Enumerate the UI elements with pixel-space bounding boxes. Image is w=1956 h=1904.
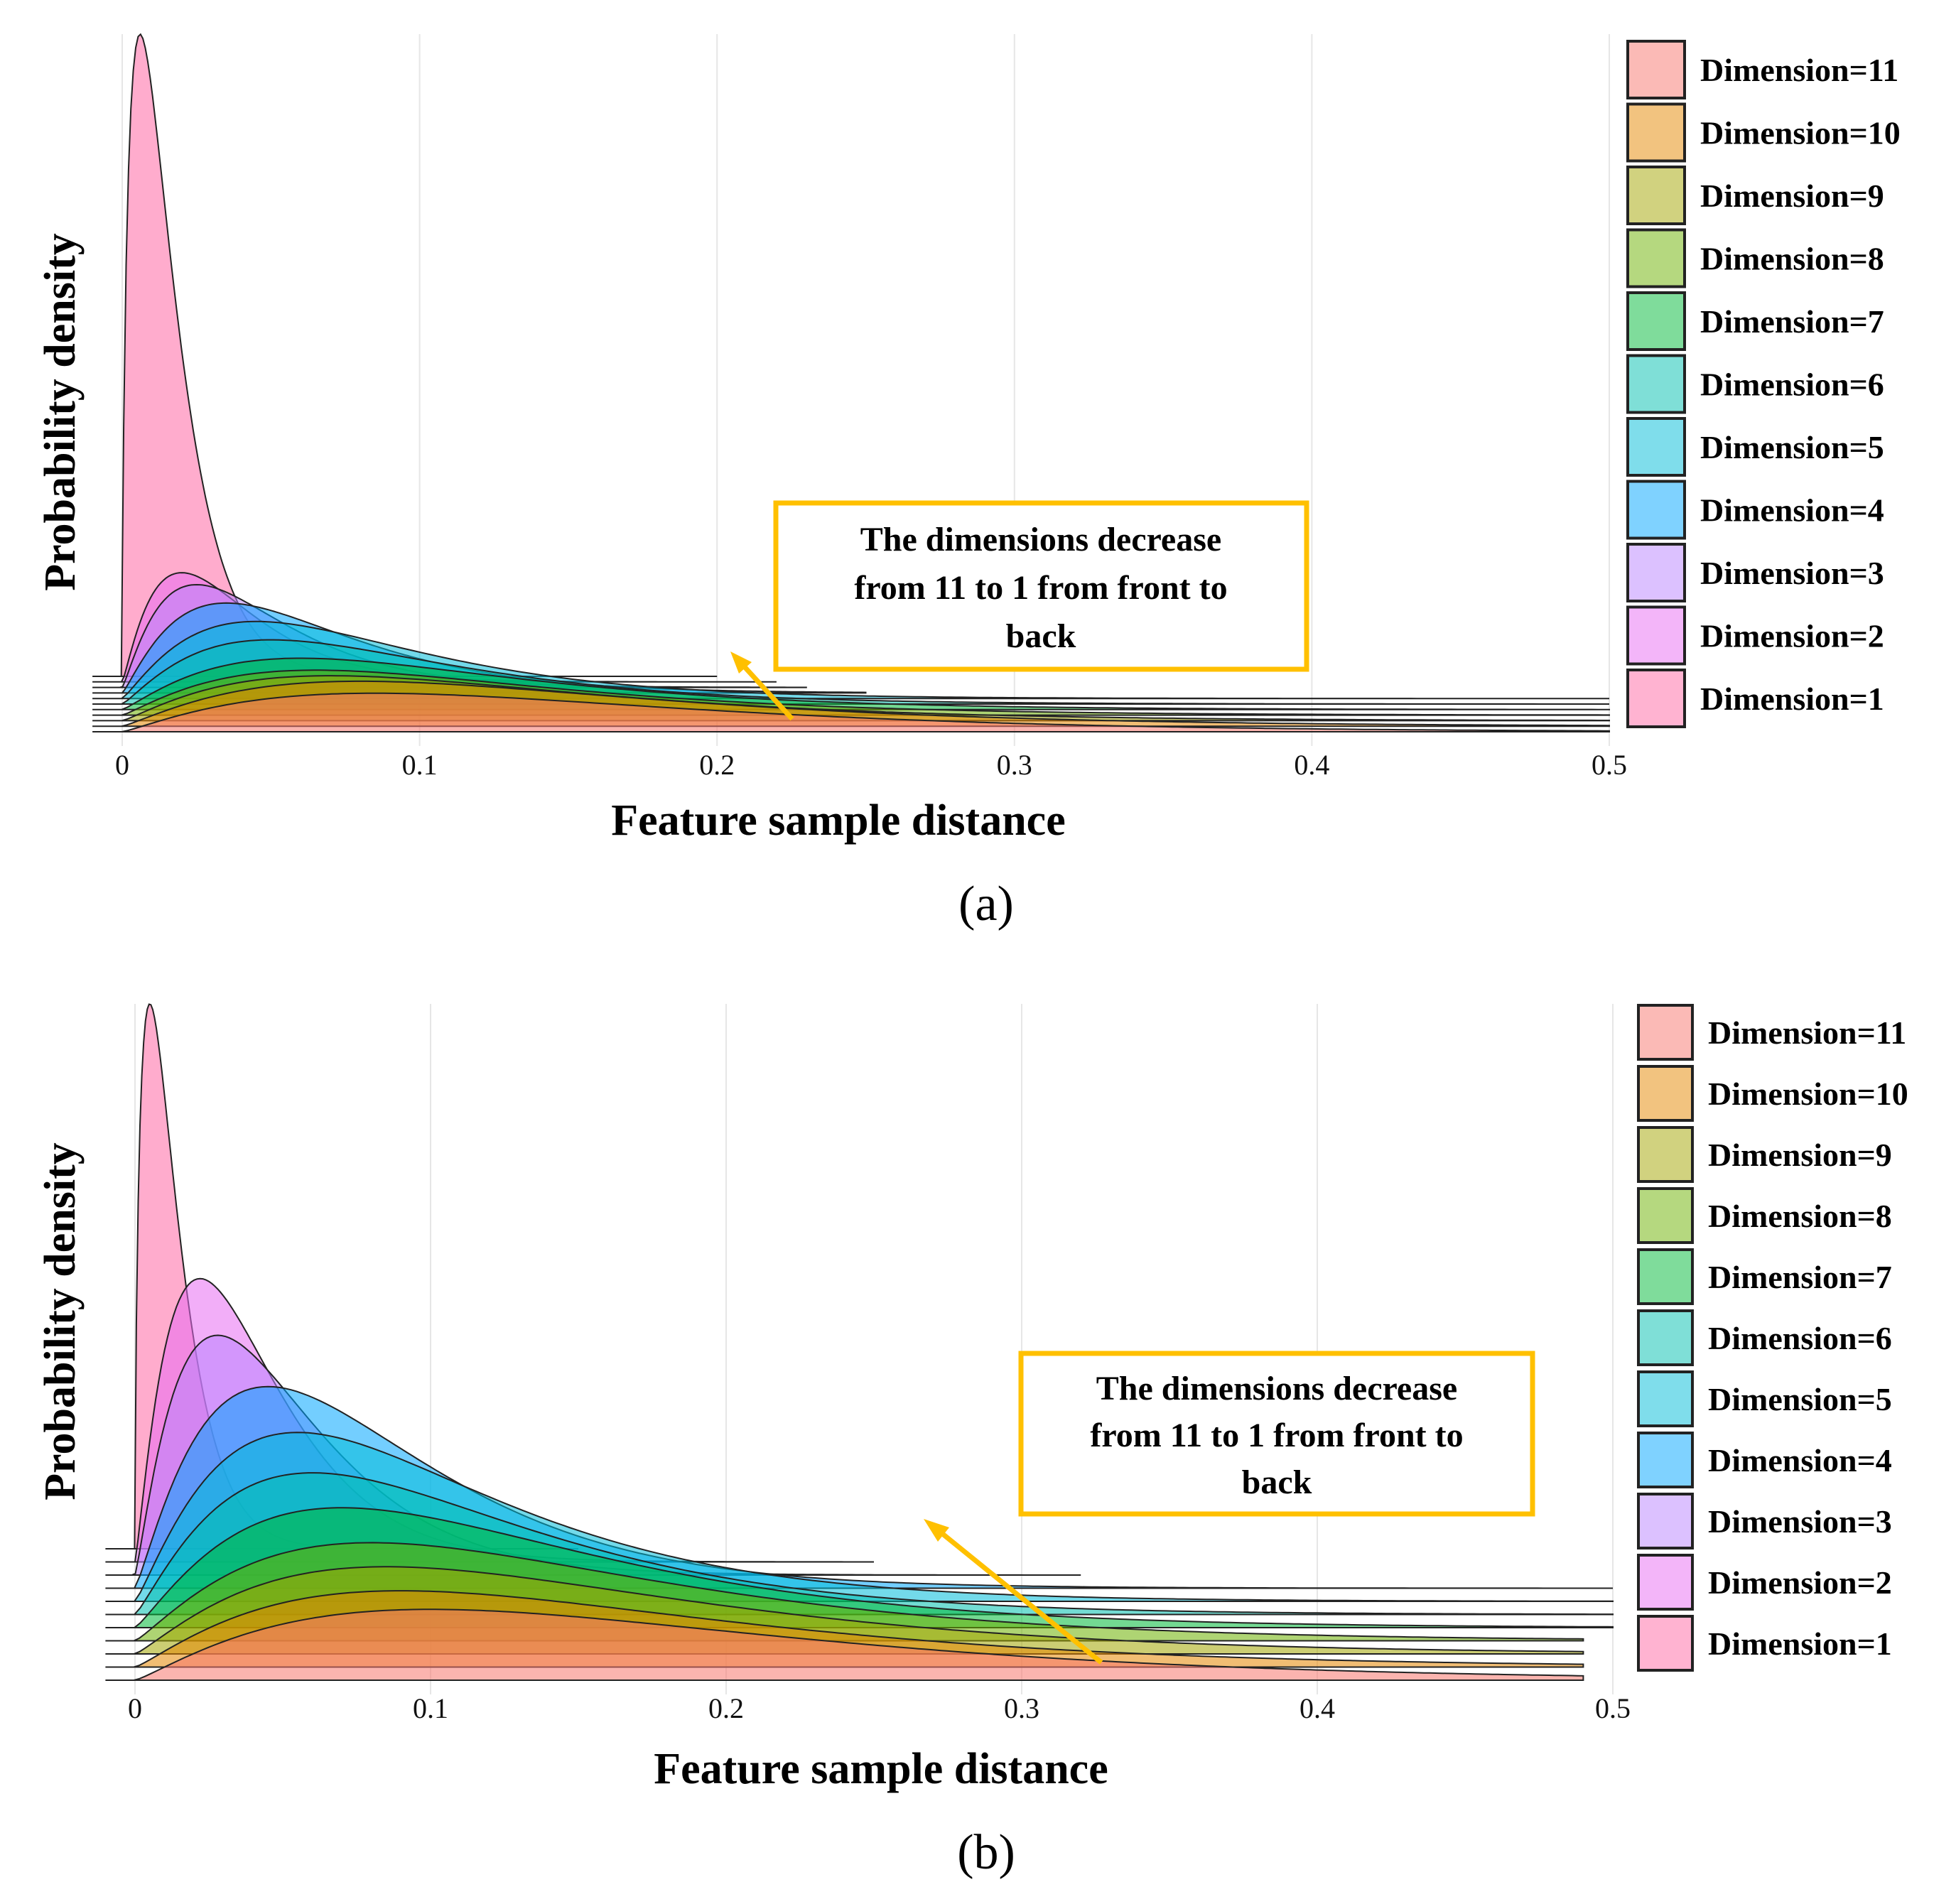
x-tick-label: 0.4 (1300, 1692, 1335, 1724)
x-ticks-a: 0 0.1 0.2 0.3 0.4 0.5 (115, 749, 1627, 781)
legend-a: Dimension=11 Dimension=10 Dimension=9 Dimen… (1626, 40, 1901, 728)
x-ticks-b: 0 0.1 0.2 0.3 0.4 0.5 (128, 1692, 1631, 1724)
annotation-line-a-2: from 11 to 1 from front to (854, 569, 1227, 607)
legend-label: Dimension=6 (1700, 367, 1884, 403)
legend-swatch (1626, 228, 1686, 288)
legend-swatch (1637, 1493, 1694, 1549)
x-tick-label: 0.3 (1004, 1692, 1039, 1724)
legend-label: Dimension=1 (1700, 681, 1884, 717)
annotation-a: The dimensions decrease from 11 to 1 fro… (730, 500, 1309, 721)
legend-swatch (1637, 1248, 1694, 1305)
legend-label: Dimension=9 (1708, 1137, 1892, 1173)
x-tick-label: 0.4 (1294, 749, 1329, 781)
x-tick-label: 0.3 (997, 749, 1032, 781)
x-tick-label: 0 (115, 749, 129, 781)
ridge-dimension-11 (105, 1608, 1584, 1681)
legend-swatch (1626, 543, 1686, 602)
legend-swatch (1637, 1554, 1694, 1611)
x-tick-label: 0 (128, 1692, 142, 1724)
legend-label: Dimension=6 (1708, 1320, 1892, 1356)
legend-swatch (1637, 1309, 1694, 1366)
legend-swatch (1626, 354, 1686, 414)
legend-swatch (1637, 1370, 1694, 1427)
legend-swatch (1637, 1615, 1694, 1672)
annotation-arrowhead-b (924, 1519, 949, 1542)
legend-label: Dimension=5 (1700, 429, 1884, 465)
legend-label: Dimension=8 (1700, 241, 1884, 277)
annotation-arrow-a (737, 659, 794, 721)
x-tick-label: 0.1 (402, 749, 438, 781)
legend-swatch (1626, 669, 1686, 728)
annotation-line-b-2: from 11 to 1 from front to (1090, 1417, 1463, 1454)
legend-swatch (1626, 291, 1686, 351)
legend-label: Dimension=5 (1708, 1381, 1892, 1417)
legend-label: Dimension=10 (1708, 1076, 1908, 1112)
legend-label: Dimension=7 (1708, 1259, 1892, 1295)
x-axis-title-b: Feature sample distance (654, 1745, 1108, 1793)
annotation-line-a-1: The dimensions decrease (860, 521, 1221, 558)
legend-swatch (1637, 1065, 1694, 1122)
legend-label: Dimension=11 (1708, 1015, 1906, 1051)
legend-label: Dimension=10 (1700, 115, 1901, 151)
legend-swatch (1637, 1126, 1694, 1183)
x-tick-label: 0.5 (1595, 1692, 1631, 1724)
legend-label: Dimension=4 (1700, 492, 1884, 529)
annotation-arrow-b (934, 1527, 1103, 1665)
legend-swatch (1626, 102, 1686, 163)
legend-label: Dimension=11 (1700, 52, 1898, 88)
legend-swatch (1626, 417, 1686, 477)
annotation-line-b-3: back (1242, 1464, 1312, 1501)
legend-label: Dimension=3 (1708, 1503, 1892, 1540)
annotation-arrowhead-a (730, 651, 752, 674)
legend-swatch (1626, 480, 1686, 540)
legend-swatch (1637, 1187, 1694, 1244)
annotation-line-a-3: back (1006, 617, 1076, 655)
annotation-b: The dimensions decrease from 11 to 1 fro… (924, 1351, 1535, 1665)
legend-label: Dimension=7 (1700, 303, 1884, 340)
legend-swatch (1626, 605, 1686, 666)
legend-label: Dimension=9 (1700, 178, 1884, 214)
legend-label: Dimension=4 (1708, 1442, 1892, 1478)
legend-label: Dimension=1 (1708, 1626, 1892, 1662)
x-tick-label: 0.1 (413, 1692, 448, 1724)
legend-swatch (1626, 166, 1686, 225)
x-axis-title-a: Feature sample distance (611, 796, 1065, 845)
annotation-box-b (1018, 1351, 1535, 1517)
chart-a: 0 0.1 0.2 0.3 0.4 0.5 Feature sample distance… (36, 33, 1901, 931)
x-tick-label: 0.2 (708, 1692, 744, 1724)
x-tick-label: 0.2 (699, 749, 735, 781)
legend-label: Dimension=2 (1708, 1564, 1892, 1601)
legend-swatch (1637, 1432, 1694, 1488)
ridges-a (92, 33, 1610, 732)
y-axis-title-a: Probability density (36, 233, 85, 591)
legend-b: Dimension=11 Dimension=10 Dimension=9 Dimen… (1637, 1004, 1908, 1672)
caption-a: (a) (958, 877, 1014, 931)
legend-swatch (1626, 40, 1686, 99)
y-axis-title-b: Probability density (36, 1142, 85, 1500)
ridge-dimension-11 (92, 692, 1610, 732)
caption-b: (b) (957, 1825, 1015, 1880)
annotation-box-a (773, 500, 1309, 672)
ridges-b (105, 1003, 1614, 1681)
chart-b: 0 0.1 0.2 0.3 0.4 0.5 Feature sample distance… (36, 1003, 1908, 1880)
legend-label: Dimension=2 (1700, 618, 1884, 654)
legend-label: Dimension=3 (1700, 555, 1884, 591)
legend-swatch (1637, 1004, 1694, 1061)
legend-label: Dimension=8 (1708, 1198, 1892, 1234)
x-tick-label: 0.5 (1592, 749, 1627, 781)
annotation-line-b-1: The dimensions decrease (1096, 1370, 1457, 1407)
